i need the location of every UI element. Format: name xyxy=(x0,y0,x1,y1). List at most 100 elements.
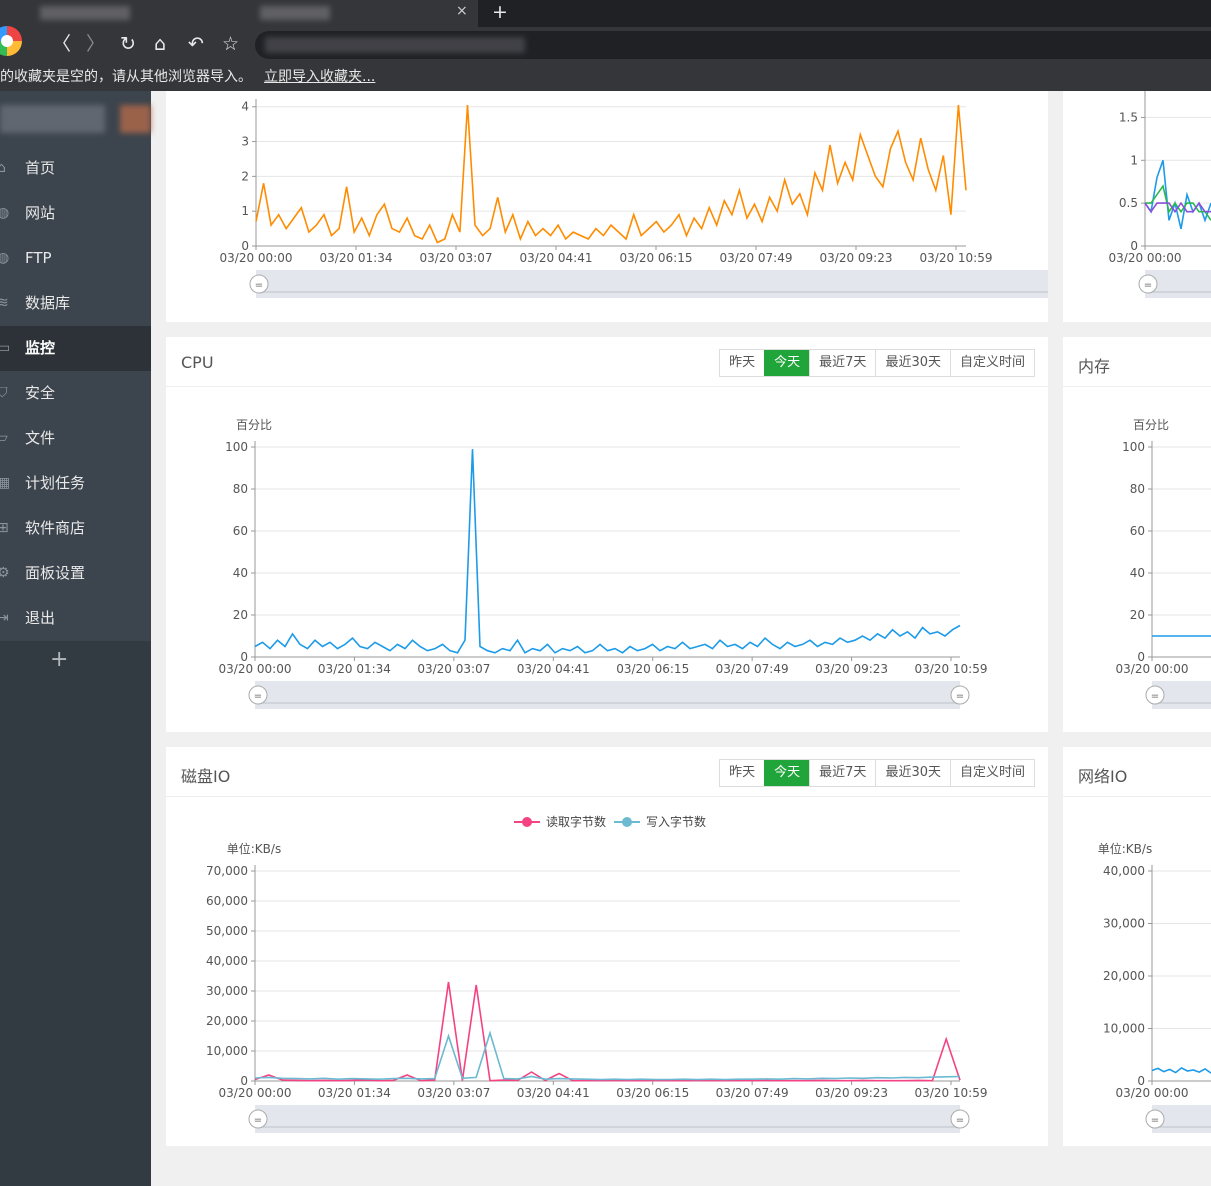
x-tick-label: 03/20 06:15 xyxy=(616,662,689,676)
back-icon[interactable]: 〈 xyxy=(52,33,72,55)
x-tick-label: 03/20 06:15 xyxy=(616,1086,689,1100)
range-button[interactable]: 自定义时间 xyxy=(949,350,1034,376)
y-tick-label: 0 xyxy=(1137,650,1145,664)
x-tick-label: 03/20 00:00 xyxy=(219,1086,292,1100)
x-tick-label: 03/20 01:34 xyxy=(320,251,393,265)
y-tick-label: 40 xyxy=(1130,566,1145,580)
sidebar-item-label: 数据库 xyxy=(25,294,71,312)
y-tick-label: 100 xyxy=(1122,440,1145,454)
x-tick-label: 03/20 04:41 xyxy=(520,251,593,265)
undo-icon[interactable]: ↶ xyxy=(188,33,204,55)
new-tab-button[interactable]: + xyxy=(492,1,508,23)
x-tick-label: 03/20 00:00 xyxy=(219,662,292,676)
disk-io-card-title: 磁盘IO xyxy=(181,767,231,786)
sidebar-item-4[interactable]: ▭ 监控 xyxy=(0,326,151,371)
sidebar: ⌂ 首页 ◍ 网站 ◍ FTP ≋ 数据库 ▭ 监控 ⛉ 安全 ▱ 文件 ▦ 计划任务 ⊞ 软件商店 ⚙ 面板设置 ⇥ 退… xyxy=(0,91,151,1186)
y-tick-label: 1.5 xyxy=(1119,110,1138,124)
y-tick-label: 20 xyxy=(233,608,248,622)
load-chart[interactable]: 0 1 2 3 4 03/20 00:00 03/20 01:34 03/20 03:07 03… xyxy=(166,91,1211,322)
sidebar-item-8[interactable]: ⊞ 软件商店 xyxy=(0,506,151,551)
series-line xyxy=(1144,201,1211,214)
y-tick-label: 0 xyxy=(1130,239,1138,253)
range-button[interactable]: 最近7天 xyxy=(809,350,876,376)
net-io-chart[interactable]: 0 10,000 20,000 30,000 40,000 单位:KB/s 03/20 00… xyxy=(1063,797,1211,1146)
sidebar-item-5[interactable]: ⛉ 安全 xyxy=(0,371,151,416)
zoom-handle-left xyxy=(248,685,268,705)
server-info xyxy=(0,91,151,146)
sidebar-item-label: 计划任务 xyxy=(25,474,86,492)
x-tick-label: 03/20 10:59 xyxy=(920,251,993,265)
range-button[interactable]: 昨天 xyxy=(720,760,765,786)
legend-label: 写入字节数 xyxy=(646,814,706,829)
y-axis-label: 百分比 xyxy=(236,418,272,432)
sidebar-item-2[interactable]: ◍ FTP xyxy=(0,236,151,281)
y-tick-label: 2 xyxy=(241,169,249,183)
zoom-handle-right-icon: = xyxy=(956,691,964,702)
zoom-handle-left xyxy=(1145,685,1165,705)
sidebar-item-3[interactable]: ≋ 数据库 xyxy=(0,281,151,326)
disk-io-chart[interactable]: 0 10,000 20,000 30,000 40,000 50,000 60,000 70,… xyxy=(166,797,1048,1146)
y-tick-label: 40,000 xyxy=(206,954,248,968)
x-tick-label: 03/20 01:34 xyxy=(318,1086,391,1100)
range-button[interactable]: 最近30天 xyxy=(875,350,950,376)
range-button[interactable]: 最近30天 xyxy=(875,760,950,786)
y-tick-label: 100 xyxy=(225,440,248,454)
tab-close-icon[interactable]: × xyxy=(456,3,468,19)
y-tick-label: 0 xyxy=(240,650,248,664)
star-icon[interactable]: ☆ xyxy=(222,33,240,55)
import-bookmarks-link[interactable]: 立即导入收藏夹... xyxy=(264,69,376,85)
cpu-chart[interactable]: 0 20 40 60 80 100 百分比 03/20 00:00 03/20 01:34 03/… xyxy=(166,387,1048,732)
x-tick-label: 03/20 09:23 xyxy=(820,251,893,265)
sidebar-item-9[interactable]: ⚙ 面板设置 xyxy=(0,551,151,596)
home-icon: ⌂ xyxy=(0,160,6,176)
x-tick-label: 03/20 01:34 xyxy=(318,662,391,676)
add-shortcut-button[interactable]: + xyxy=(50,647,69,672)
sidebar-item-7[interactable]: ▦ 计划任务 xyxy=(0,461,151,506)
y-tick-label: 20 xyxy=(1130,608,1145,622)
range-button[interactable]: 最近7天 xyxy=(809,760,876,786)
net-io-card-title: 网络IO xyxy=(1078,767,1128,786)
bookmarks-empty-text: 的收藏夹是空的，请从其他浏览器导入。 xyxy=(0,69,252,85)
series-line xyxy=(254,981,961,1082)
x-tick-label: 03/20 03:07 xyxy=(417,662,490,676)
sidebar-item-label: 面板设置 xyxy=(25,564,86,582)
y-tick-label: 40,000 xyxy=(1103,864,1145,878)
x-tick-label: 03/20 09:23 xyxy=(815,1086,888,1100)
address-bar[interactable] xyxy=(255,31,1211,59)
browser-tab[interactable]: × xyxy=(0,0,478,27)
zoom-handle-left xyxy=(1138,274,1158,294)
x-tick-label: 03/20 00:00 xyxy=(1109,251,1182,265)
cpu-card-title: CPU xyxy=(181,353,214,372)
sidebar-item-6[interactable]: ▱ 文件 xyxy=(0,416,151,461)
reload-icon[interactable]: ↻ xyxy=(120,33,136,55)
calendar-icon: ▦ xyxy=(0,475,11,491)
sidebar-item-label: 软件商店 xyxy=(25,519,86,537)
load-mini-chart[interactable]: 0 0.5 1 1.5 03/20 00:00 = xyxy=(1063,90,1211,322)
y-tick-label: 60,000 xyxy=(206,894,248,908)
sidebar-item-1[interactable]: ◍ 网站 xyxy=(0,191,151,236)
sidebar-item-10[interactable]: ⇥ 退出 xyxy=(0,596,151,641)
y-tick-label: 30,000 xyxy=(1103,917,1145,931)
range-button[interactable]: 今天 xyxy=(764,350,810,376)
ftp-globe-icon: ◍ xyxy=(0,250,10,266)
legend-marker xyxy=(622,817,632,827)
range-button[interactable]: 今天 xyxy=(764,760,810,786)
memory-chart[interactable]: 0 20 40 60 80 100 百分比 03/20 00:00 = xyxy=(1063,387,1211,732)
zoom-handle-right-icon: = xyxy=(956,1115,964,1126)
cpu-card: CPU 昨天 今天 最近7天 最近30天 自定义时间 0 20 40 60 80 100 百分比 03… xyxy=(166,337,1048,732)
browser-logo-icon[interactable] xyxy=(0,26,22,56)
forward-icon[interactable]: 〉 xyxy=(86,33,106,55)
zoom-handle-left xyxy=(249,274,269,294)
zoom-handle-left-icon: = xyxy=(1151,1115,1159,1126)
range-button[interactable]: 昨天 xyxy=(720,350,765,376)
sidebar-menu: ⌂ 首页 ◍ 网站 ◍ FTP ≋ 数据库 ▭ 监控 ⛉ 安全 ▱ 文件 ▦ 计划任务 ⊞ 软件商店 ⚙ 面板设置 ⇥ 退… xyxy=(0,146,151,641)
x-tick-label: 03/20 03:07 xyxy=(417,1086,490,1100)
zoom-handle-left-icon: = xyxy=(255,280,263,291)
home-browser-icon[interactable]: ⌂ xyxy=(154,33,167,55)
x-tick-label: 03/20 00:00 xyxy=(1116,1086,1189,1100)
y-tick-label: 4 xyxy=(241,100,249,114)
y-axis-label: 单位:KB/s xyxy=(1098,841,1152,856)
zoom-handle-left-icon: = xyxy=(1151,691,1159,702)
sidebar-item-0[interactable]: ⌂ 首页 xyxy=(0,146,151,191)
range-button[interactable]: 自定义时间 xyxy=(949,760,1034,786)
